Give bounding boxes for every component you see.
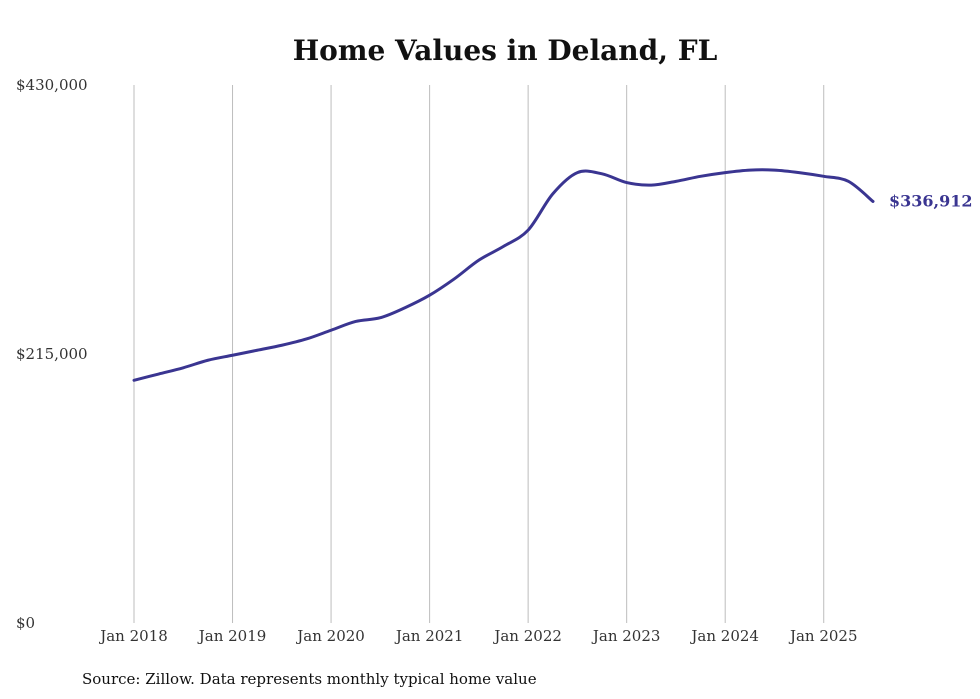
y-axis: $0 $215,000 $430,000 <box>16 76 88 632</box>
x-tick-label: Jan 2023 <box>591 627 661 645</box>
chart-title: Home Values in Deland, FL <box>293 34 718 67</box>
y-tick-label: $430,000 <box>16 76 88 94</box>
x-tick-label: Jan 2018 <box>98 627 168 645</box>
x-tick-label: Jan 2020 <box>295 627 365 645</box>
x-tick-label: Jan 2021 <box>394 627 464 645</box>
x-axis: Jan 2018 Jan 2019 Jan 2020 Jan 2021 Jan 2022… <box>98 627 857 645</box>
x-tick-label: Jan 2025 <box>788 627 858 645</box>
series-group <box>132 168 875 382</box>
series-line <box>132 168 875 382</box>
x-tick-label: Jan 2024 <box>689 627 759 645</box>
grid <box>133 85 825 623</box>
end-value-label: $336,912 <box>889 192 973 211</box>
y-tick-label: $0 <box>16 614 35 632</box>
x-tick-label: Jan 2019 <box>197 627 267 645</box>
source-note: Source: Zillow. Data represents monthly … <box>82 670 537 688</box>
y-tick-label: $215,000 <box>16 345 88 363</box>
x-tick-label: Jan 2022 <box>492 627 562 645</box>
